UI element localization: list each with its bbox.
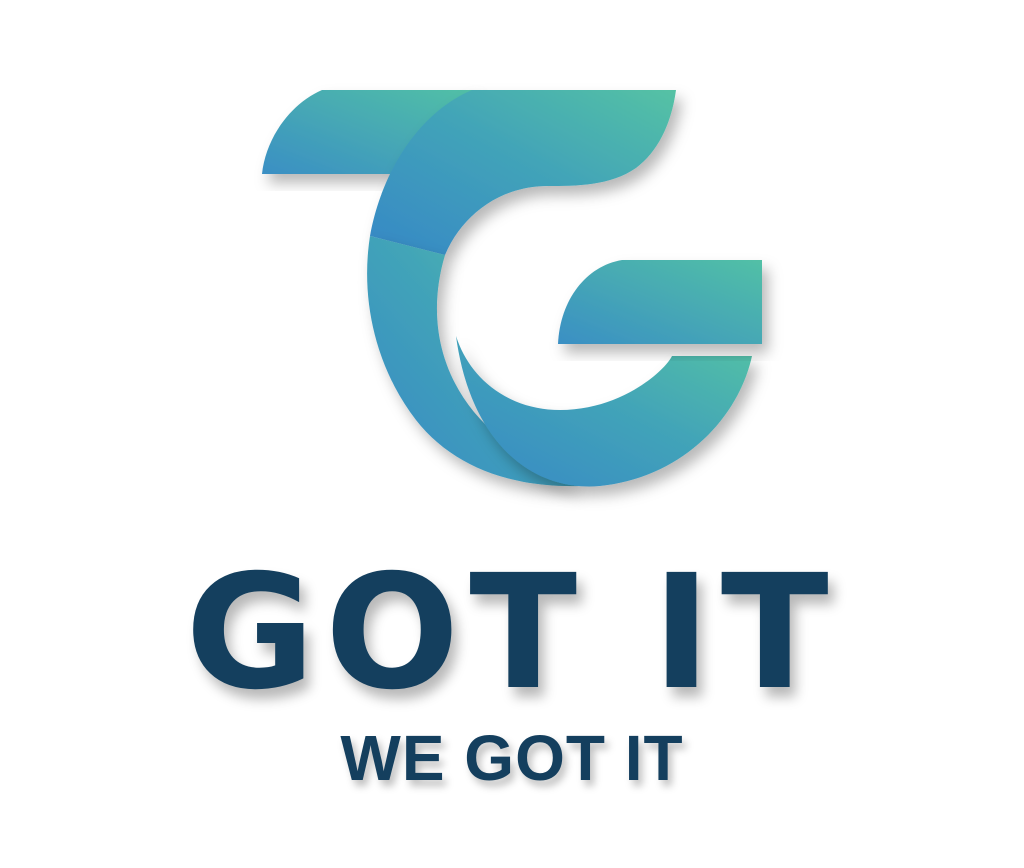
- tagline: WE GOT IT: [340, 722, 684, 794]
- g-top-arm-shape: [370, 90, 676, 255]
- g-bowl-shape: [456, 336, 752, 487]
- brand-name: GOT IT: [185, 541, 839, 725]
- t-crossbar-shape: [262, 90, 476, 174]
- g-crossbar-shape: [558, 260, 762, 344]
- g-curve-shape: [367, 236, 580, 487]
- tg-monogram-icon: [262, 90, 762, 487]
